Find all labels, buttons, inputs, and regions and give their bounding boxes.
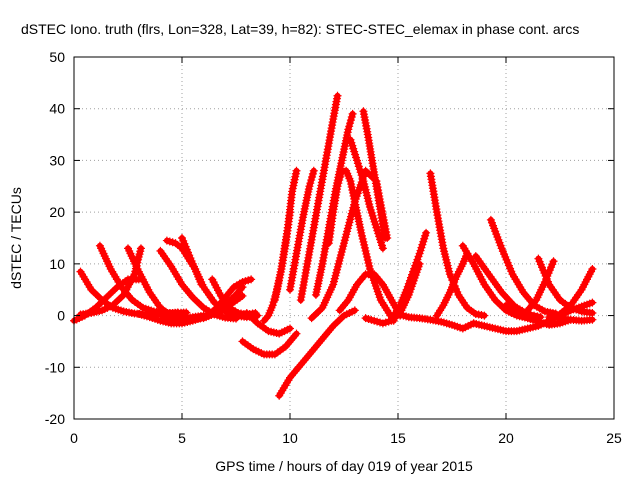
series-3 [76,244,145,319]
x-tick-label: 5 [178,430,186,446]
series-23 [359,107,390,242]
series-15 [270,166,301,305]
y-axis-label: dSTEC / TECUs [8,187,24,289]
data-point [378,244,387,253]
series-35 [523,257,558,315]
series-26 [389,228,431,320]
x-tick-label: 15 [390,430,406,446]
data-point [422,228,431,237]
series-22 [346,135,387,253]
data-point [350,306,359,315]
data-point [333,91,342,100]
series-29 [432,249,472,320]
data-point [292,329,301,338]
data-point [309,166,318,175]
series-12 [238,329,301,359]
y-tick-label: 40 [49,101,65,117]
x-tick-label: 20 [498,430,514,446]
series-32 [486,215,560,318]
x-axis-label: GPS time / hours of day 019 of year 2015 [215,458,473,474]
data-point [588,315,597,324]
series-line [487,216,559,317]
series-13 [242,308,294,338]
data-point [251,308,260,317]
series-21 [324,166,398,325]
x-tick-label: 25 [606,430,622,446]
series-28 [394,310,478,333]
data-point [549,257,558,266]
data-point [292,166,301,175]
y-tick-label: 30 [49,152,65,168]
axis-ticks: 0 5 10 15 20 25 -20 -10 0 10 20 30 40 50 [45,49,622,446]
y-tick-label: 20 [49,204,65,220]
y-tick-label: -20 [45,411,65,427]
plot-frame [73,56,615,420]
data-point [136,244,145,253]
data-point [480,311,489,320]
series-38 [545,313,597,325]
data-marks [70,91,597,400]
data-point [348,109,357,118]
series-16 [275,306,359,400]
x-tick-label: 0 [70,430,78,446]
data-point [238,291,247,300]
data-point [286,324,294,333]
y-tick-label: 10 [49,256,65,272]
series-18 [296,91,342,305]
chart-title: dSTEC Iono. truth (flrs, Lon=328, Lat=39… [21,21,579,37]
data-point [588,265,597,274]
series-24 [335,270,405,320]
data-point [588,298,597,307]
y-tick-label: 50 [49,49,65,65]
series-17 [286,166,318,294]
y-tick-label: -10 [45,359,65,375]
data-point [381,234,390,242]
data-point [588,308,597,317]
y-tick-label: 0 [57,308,65,324]
series-27 [426,169,489,320]
x-tick-label: 10 [282,430,298,446]
data-point [247,275,256,284]
